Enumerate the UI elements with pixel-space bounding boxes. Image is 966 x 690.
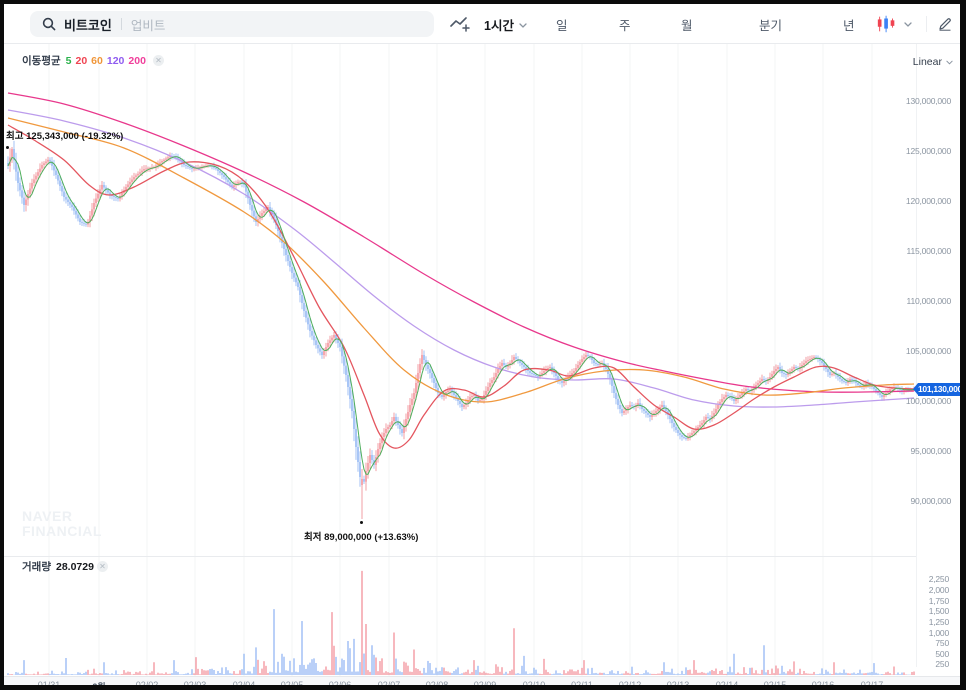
toolbar: 비트코인 업비트 1시간 일 주 월 분기 년 <box>4 4 960 44</box>
gridlines <box>48 44 873 676</box>
volume-tick: 2,250 <box>928 574 949 585</box>
time-tick: 02/16 <box>811 680 835 685</box>
time-tick: 02/09 <box>473 680 497 685</box>
line-chart-add-icon[interactable] <box>450 14 472 34</box>
volume-value: 28.0729 <box>55 560 94 573</box>
search-input[interactable]: 비트코인 업비트 <box>30 11 434 37</box>
price-tick: 120,000,000 <box>905 196 951 206</box>
scale-selector[interactable]: Linear <box>913 56 953 68</box>
volume-tick: 500 <box>935 648 949 659</box>
chevron-down-icon <box>946 60 953 65</box>
ma-period-20: 20 <box>75 54 88 67</box>
ma-period-200: 200 <box>128 54 146 67</box>
ma200-line <box>7 92 915 393</box>
high-marker-dot <box>6 146 9 149</box>
tab-label: 분기 <box>759 18 783 33</box>
tab-year[interactable]: 년 <box>843 4 855 44</box>
price-tick: 100,000,000 <box>905 396 951 406</box>
tab-label: 년 <box>843 18 855 33</box>
search-separator <box>120 18 122 30</box>
tab-quarter[interactable]: 분기 <box>759 4 782 44</box>
price-tick: 115,000,000 <box>906 246 952 256</box>
time-tick: 02/03 <box>183 680 207 685</box>
toolbar-divider <box>926 16 927 32</box>
edit-pencil-icon[interactable] <box>934 14 956 34</box>
ma20-line <box>7 124 915 449</box>
time-tick: 02/13 <box>666 680 690 685</box>
time-tick: 02/07 <box>377 680 401 685</box>
tab-label: 1시간 <box>484 18 514 33</box>
low-annotation: 최저 89,000,000 (+13.63%) <box>304 532 419 543</box>
volume-tick: 250 <box>935 659 949 670</box>
tab-label: 주 <box>619 18 631 33</box>
volume-tick: 2,000 <box>928 585 949 595</box>
time-tick: 02/08 <box>425 680 449 685</box>
close-icon[interactable]: ✕ <box>152 55 164 66</box>
time-axis[interactable]: 01/31 2월 02/02 02/03 02/04 02/05 02/06 02/07 02/… <box>4 676 960 685</box>
ma-period-5: 5 <box>65 54 72 67</box>
time-tick: 02/05 <box>280 680 304 685</box>
volume-tick: 1,500 <box>928 606 949 617</box>
time-tick: 02/11 <box>571 680 593 685</box>
chevron-down-icon <box>519 17 527 31</box>
pane-divider <box>4 556 960 557</box>
volume-tick: 1,750 <box>928 595 949 606</box>
volume-bars <box>7 570 915 675</box>
time-tick: 02/14 <box>715 680 739 685</box>
ma120-line <box>7 109 915 408</box>
current-price-badge: 101,130,000 <box>913 383 960 396</box>
chevron-down-icon[interactable] <box>902 14 914 34</box>
watermark: NAVER FINANCIAL <box>22 508 102 539</box>
time-tick: 02/12 <box>618 680 642 685</box>
search-placeholder: 업비트 <box>130 18 166 33</box>
chart-area: 이동평균 5 20 60 120 200 ✕ 최고 125,343,000 (-… <box>4 44 960 685</box>
candlestick-style-icon[interactable] <box>876 14 898 34</box>
high-annotation: 최고 125,343,000 (-19.32%) <box>6 131 124 142</box>
low-marker-dot <box>360 521 363 524</box>
price-tick: 95,000,000 <box>910 446 951 456</box>
candles <box>7 140 915 519</box>
time-tick: 02/17 <box>860 680 884 685</box>
ma-period-120: 120 <box>106 54 125 67</box>
tab-week[interactable]: 주 <box>619 4 631 44</box>
scale-label: Linear <box>912 56 942 68</box>
candlestick-chart[interactable] <box>4 44 916 676</box>
volume-legend: 거래량 28.0729 ✕ <box>22 559 108 574</box>
time-tick: 2월 <box>92 680 105 685</box>
search-icon <box>42 17 56 31</box>
tab-label: 월 <box>681 18 693 33</box>
volume-tick: 750 <box>935 638 949 649</box>
ma5-line <box>7 156 915 475</box>
moving-average-legend: 이동평균 5 20 60 120 200 ✕ <box>22 53 164 68</box>
price-tick: 130,000,000 <box>905 96 951 106</box>
price-tick: 105,000,000 <box>905 346 951 356</box>
price-axis[interactable]: Linear 130,000,000 125,000,000 120,000,000… <box>906 44 960 670</box>
volume-tick: 1,000 <box>928 627 949 638</box>
tab-day[interactable]: 일 <box>556 4 568 44</box>
tab-1hour[interactable]: 1시간 <box>484 4 527 44</box>
volume-tick: 1,250 <box>928 616 949 627</box>
price-tick: 90,000,000 <box>910 496 951 506</box>
moving-average-lines <box>7 92 915 475</box>
time-tick: 02/10 <box>522 680 546 685</box>
search-query: 비트코인 <box>64 17 112 33</box>
ma60-line <box>7 117 915 403</box>
time-tick: 02/06 <box>328 680 352 685</box>
price-tick: 110,000,000 <box>906 296 952 306</box>
tab-label: 일 <box>556 18 568 33</box>
time-tick: 02/04 <box>232 680 256 685</box>
ma-period-60: 60 <box>91 54 103 67</box>
time-tick: 01/31 <box>37 680 61 685</box>
time-tick: 02/15 <box>763 680 787 685</box>
volume-label: 거래량 <box>22 561 51 573</box>
time-tick: 02/02 <box>135 680 159 685</box>
moving-average-label: 이동평균 <box>22 55 61 67</box>
price-tick: 125,000,000 <box>905 146 951 156</box>
close-icon[interactable]: ✕ <box>96 561 108 572</box>
chart-app: 비트코인 업비트 1시간 일 주 월 분기 년 <box>4 4 960 685</box>
tab-month[interactable]: 월 <box>681 4 693 44</box>
